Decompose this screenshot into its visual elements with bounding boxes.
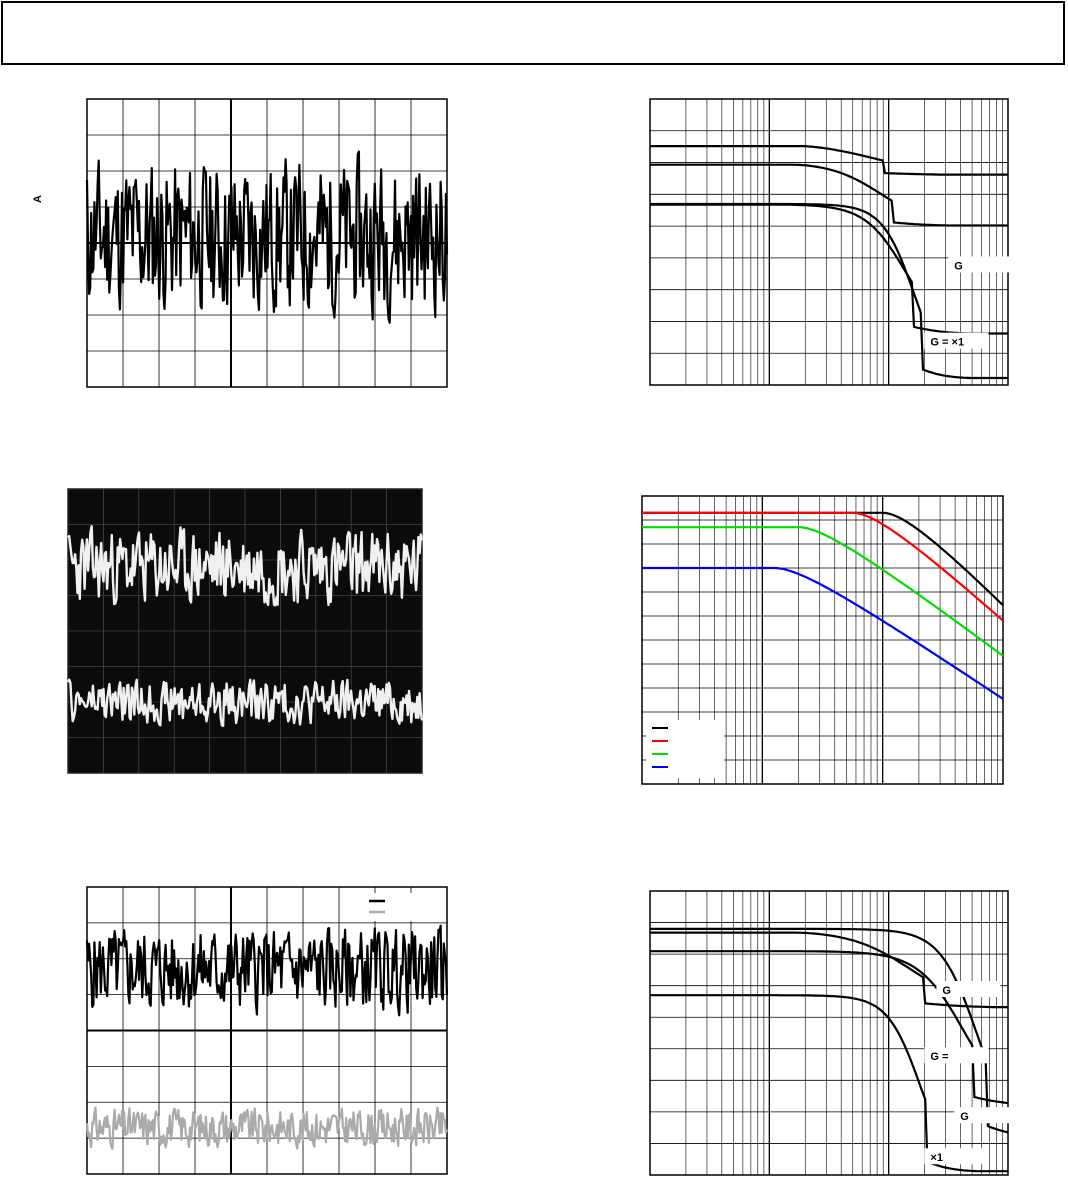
- annotation-label-0: G: [954, 260, 963, 272]
- series-line-2: [650, 927, 1009, 1134]
- annotation-bg: [948, 256, 1013, 273]
- scope-photo-chart: [66, 488, 424, 774]
- series-line-1: [650, 163, 1008, 227]
- response-top-right-chart: G G = ×1: [649, 98, 1013, 386]
- page-header-box: [1, 1, 1065, 65]
- noise-trace-bottom-chart: [85, 886, 449, 1175]
- chart-1-side-label: A: [31, 195, 44, 203]
- legend-box: [646, 720, 724, 778]
- series-line-3: [650, 202, 1008, 380]
- series-line-3: [642, 566, 1004, 700]
- series-line-1: [642, 511, 1004, 622]
- series-line-2: [642, 526, 1004, 657]
- series-line-0: [85, 150, 449, 324]
- annotation-bg: [924, 1148, 989, 1165]
- series-line-1: [650, 950, 1009, 1105]
- noise-trace-top-chart: [85, 98, 449, 388]
- annotation-bg: [954, 1107, 1019, 1124]
- response-mid-right-chart: [641, 495, 1004, 785]
- annotation-label-1: G =: [930, 1051, 948, 1063]
- annotation-bg: [924, 1047, 989, 1064]
- annotation-label-3: ×1: [930, 1152, 943, 1164]
- series-line-0: [85, 924, 449, 1017]
- series-line-3: [650, 994, 1008, 1173]
- annotation-label-1: G = ×1: [930, 337, 964, 349]
- series-line-1: [85, 1106, 449, 1150]
- series-line-0: [650, 145, 1008, 176]
- annotation-label-2: G: [960, 1111, 969, 1123]
- legend-box: [363, 893, 441, 921]
- plot-frame: [649, 890, 1009, 1176]
- response-bottom-right-chart: G G = G ×1: [649, 890, 1019, 1176]
- annotation-label-0: G: [942, 985, 951, 997]
- series-line-0: [67, 525, 424, 607]
- annotation-bg: [924, 332, 989, 349]
- annotation-bg: [936, 980, 1001, 997]
- series-line-1: [66, 678, 424, 728]
